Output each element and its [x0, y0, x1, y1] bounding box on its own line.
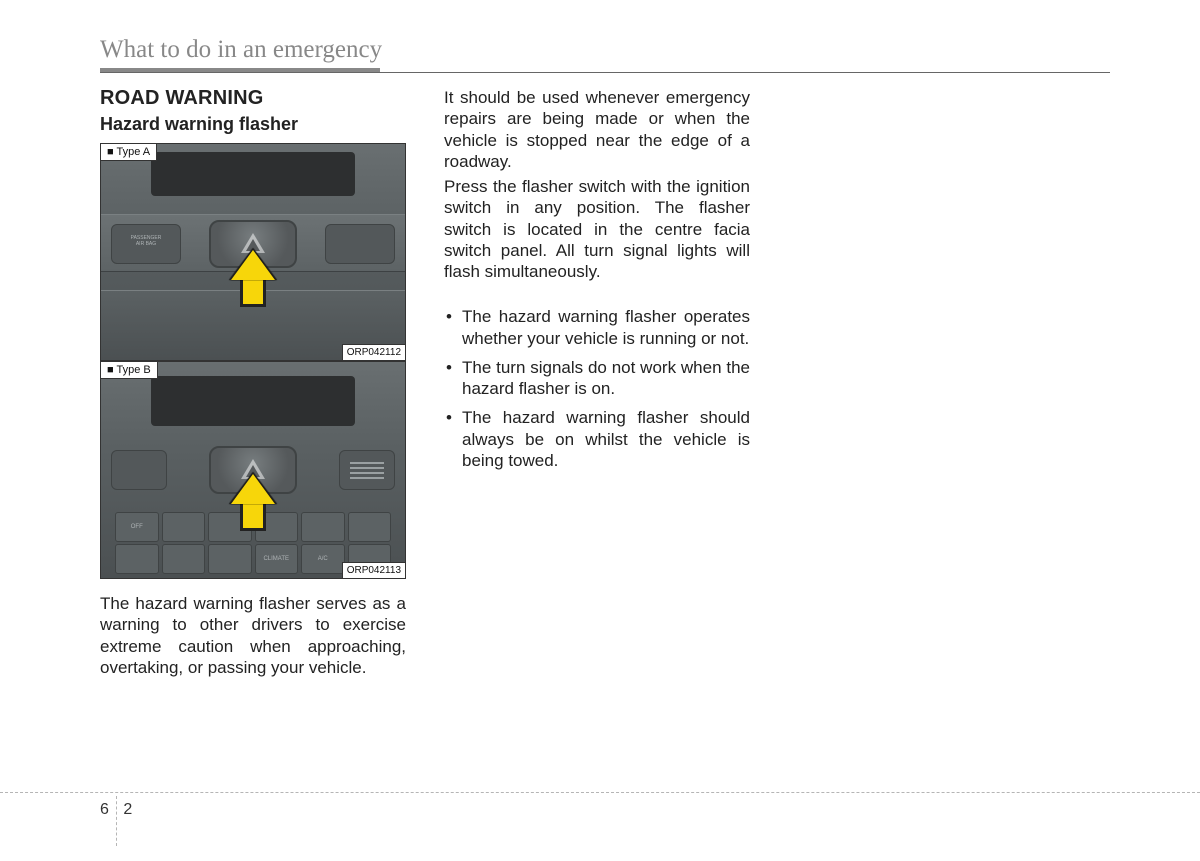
- subsection-heading: Hazard warning flasher: [100, 114, 406, 135]
- bullet-item: The hazard warning flasher should always…: [444, 407, 750, 471]
- mini-button: [162, 512, 206, 542]
- column-2: It should be used whenever emergency rep…: [444, 87, 750, 678]
- figure-type-b: OFF CLIMATE A/C: [100, 361, 406, 579]
- figure-code-a: ORP042112: [342, 344, 405, 360]
- section-heading: ROAD WARNING: [100, 87, 406, 110]
- col2-paragraph-1: It should be used whenever emergency rep…: [444, 87, 750, 172]
- figure-type-a: ■ Type A ORP042112: [100, 143, 406, 361]
- mini-button: CLIMATE: [255, 544, 299, 574]
- figure-code-b: ORP042113: [342, 562, 405, 578]
- bullet-item: The hazard warning flasher operates whet…: [444, 306, 750, 349]
- mini-button: OFF: [115, 512, 159, 542]
- pointer-arrow-a: [231, 250, 275, 305]
- page-chapter-number: 6: [100, 801, 109, 818]
- mini-button: [348, 512, 392, 542]
- figure-type-label-a: ■ Type A: [101, 144, 157, 161]
- mini-button: [162, 544, 206, 574]
- col2-paragraph-2: Press the flasher switch with the igniti…: [444, 176, 750, 282]
- page-sub-number: 2: [123, 801, 132, 818]
- column-3: [788, 87, 1094, 678]
- bullet-item: The turn signals do not work when the ha…: [444, 357, 750, 400]
- figure-type-label-b: ■ Type B: [101, 362, 158, 379]
- content-columns: ROAD WARNING Hazard warning flasher ■ Ty…: [100, 87, 1110, 678]
- col1-paragraph: The hazard warning flasher serves as a w…: [100, 593, 406, 678]
- dashboard-illustration-b: OFF CLIMATE A/C: [101, 362, 405, 578]
- chapter-title: What to do in an emergency: [100, 36, 1110, 64]
- page-number: 6 2: [100, 801, 122, 819]
- header-rule-thin: [100, 72, 1110, 73]
- column-1: ROAD WARNING Hazard warning flasher ■ Ty…: [100, 87, 406, 678]
- page-footer: 6 2: [0, 792, 1200, 793]
- mini-button: [208, 544, 252, 574]
- mini-button: A/C: [301, 544, 345, 574]
- mini-button: [301, 512, 345, 542]
- mini-button: [115, 544, 159, 574]
- pointer-arrow-b: [231, 474, 275, 529]
- bullet-list: The hazard warning flasher operates whet…: [444, 306, 750, 471]
